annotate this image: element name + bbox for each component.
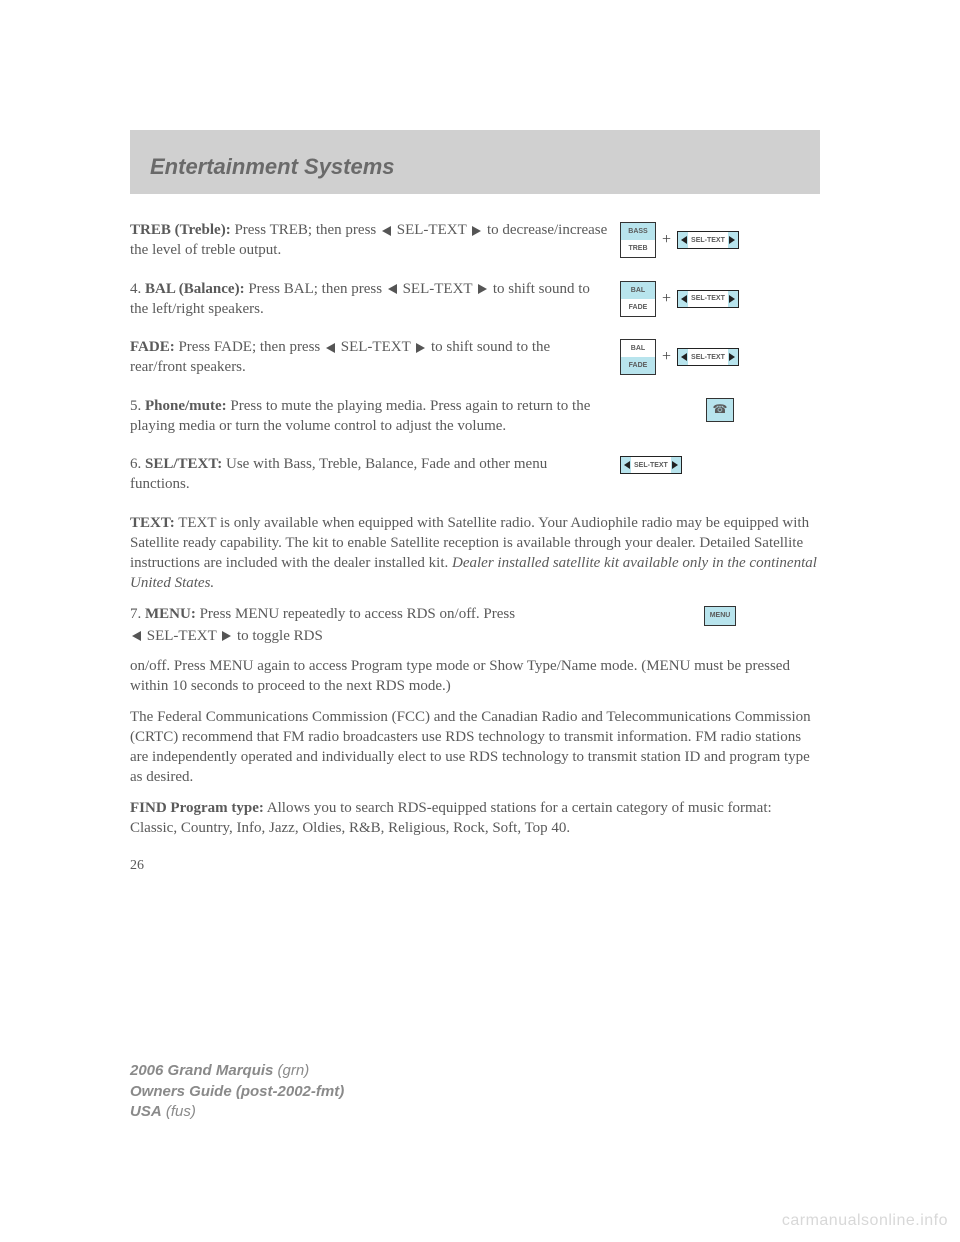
fade-half: FADE xyxy=(621,357,655,374)
phone-label: Phone/mute: xyxy=(145,398,227,414)
bal-num: 4. xyxy=(130,281,145,297)
treb-button-group: BASS TREB + SEL-TEXT xyxy=(620,222,739,258)
seltext-label: SEL-TEXT xyxy=(688,237,728,244)
phone-mute-button[interactable]: ☎ xyxy=(706,398,734,422)
seltext-label: SEL-TEXT xyxy=(631,462,671,469)
bal-t1: Press BAL; then press xyxy=(245,281,383,297)
right-triangle-icon xyxy=(472,226,481,236)
fcc-paragraph: The Federal Communications Commission (F… xyxy=(130,707,820,788)
bal-text: 4. BAL (Balance): Press BAL; then press … xyxy=(130,279,608,330)
section-fade: FADE: Press FADE; then press SEL-TEXT to… xyxy=(130,337,820,388)
section-phone: 5. Phone/mute: Press to mute the playing… xyxy=(130,396,820,447)
treb-half: TREB xyxy=(621,240,655,257)
text-label: TEXT: xyxy=(130,515,175,531)
plus-icon: + xyxy=(662,231,671,249)
seltext-label: SEL/TEXT: xyxy=(145,456,222,472)
right-triangle-icon xyxy=(222,631,231,641)
right-arrow-icon xyxy=(729,236,735,244)
left-triangle-icon xyxy=(326,343,335,353)
treb-text: TREB (Treble): Press TREB; then press SE… xyxy=(130,220,608,271)
fade-text: FADE: Press FADE; then press SEL-TEXT to… xyxy=(130,337,608,388)
section-treb: TREB (Treble): Press TREB; then press SE… xyxy=(130,220,820,271)
right-arrow-icon xyxy=(729,353,735,361)
section-seltext: 6. SEL/TEXT: Use with Bass, Treble, Bala… xyxy=(130,454,820,505)
fade-button-group: BAL FADE + SEL-TEXT xyxy=(620,339,739,375)
right-arrow-icon xyxy=(729,295,735,303)
phone-text: 5. Phone/mute: Press to mute the playing… xyxy=(130,396,608,447)
menu-seltext: SEL-TEXT xyxy=(147,628,217,644)
section-menu: 7. MENU: Press MENU repeatedly to access… xyxy=(130,604,820,649)
footer-model: 2006 Grand Marquis xyxy=(130,1062,273,1079)
menu-num: 7. xyxy=(130,606,145,622)
footer: 2006 Grand Marquis (grn) Owners Guide (p… xyxy=(130,1061,344,1122)
phone-num: 5. xyxy=(130,398,145,414)
page-number: 26 xyxy=(130,858,820,874)
left-arrow-icon xyxy=(681,236,687,244)
seltext-label: SEL-TEXT xyxy=(688,354,728,361)
bal-seltext: SEL-TEXT xyxy=(403,281,473,297)
menu-t2: to toggle RDS xyxy=(237,628,323,644)
header-bar: Entertainment Systems xyxy=(130,130,820,194)
left-arrow-icon xyxy=(681,295,687,303)
treb-seltext: SEL-TEXT xyxy=(397,222,467,238)
menu-label: MENU: xyxy=(145,606,196,622)
fade-half: FADE xyxy=(621,299,655,316)
fade-seltext: SEL-TEXT xyxy=(341,339,411,355)
text-paragraph: TEXT: TEXT is only available when equipp… xyxy=(130,513,820,594)
left-triangle-icon xyxy=(382,226,391,236)
left-arrow-icon xyxy=(624,461,630,469)
bal-button-group: BAL FADE + SEL-TEXT xyxy=(620,281,739,317)
menu-t1: Press MENU repeatedly to access RDS on/o… xyxy=(196,606,515,622)
bass-treb-button[interactable]: BASS TREB xyxy=(620,222,656,258)
watermark: carmanualsonline.info xyxy=(782,1212,948,1230)
bal-half: BAL xyxy=(621,340,655,357)
footer-guide: Owners Guide (post-2002-fmt) xyxy=(130,1083,344,1100)
menu-button[interactable]: MENU xyxy=(704,606,736,626)
seltext-button[interactable]: SEL-TEXT xyxy=(620,456,682,474)
seltext-text: 6. SEL/TEXT: Use with Bass, Treble, Bala… xyxy=(130,454,608,505)
right-arrow-icon xyxy=(672,461,678,469)
menu-t3: on/off. Press MENU again to access Progr… xyxy=(130,656,820,697)
bal-fade-button[interactable]: BAL FADE xyxy=(620,339,656,375)
treb-t1: Press TREB; then press xyxy=(231,222,377,238)
fade-t1: Press FADE; then press xyxy=(175,339,321,355)
treb-label: TREB (Treble): xyxy=(130,222,231,238)
left-triangle-icon xyxy=(132,631,141,641)
find-label: FIND Program type: xyxy=(130,800,264,816)
find-paragraph: FIND Program type: Allows you to search … xyxy=(130,798,820,839)
seltext-button[interactable]: SEL-TEXT xyxy=(677,348,739,366)
phone-icon: ☎ xyxy=(713,402,728,417)
seltext-button[interactable]: SEL-TEXT xyxy=(677,231,739,249)
page-title: Entertainment Systems xyxy=(150,154,800,180)
right-triangle-icon xyxy=(416,343,425,353)
bal-half: BAL xyxy=(621,282,655,299)
bal-fade-button[interactable]: BAL FADE xyxy=(620,281,656,317)
left-arrow-icon xyxy=(681,353,687,361)
footer-region: USA xyxy=(130,1103,162,1120)
seltext-label: SEL-TEXT xyxy=(688,295,728,302)
menu-btn-label: MENU xyxy=(710,612,731,619)
seltext-button[interactable]: SEL-TEXT xyxy=(677,290,739,308)
left-triangle-icon xyxy=(388,284,397,294)
section-bal: 4. BAL (Balance): Press BAL; then press … xyxy=(130,279,820,330)
seltext-num: 6. xyxy=(130,456,145,472)
fade-label: FADE: xyxy=(130,339,175,355)
footer-code3: (fus) xyxy=(162,1103,196,1120)
right-triangle-icon xyxy=(478,284,487,294)
plus-icon: + xyxy=(662,348,671,366)
bal-label: BAL (Balance): xyxy=(145,281,245,297)
plus-icon: + xyxy=(662,290,671,308)
manual-page: Entertainment Systems TREB (Treble): Pre… xyxy=(0,0,960,874)
footer-code1: (grn) xyxy=(273,1062,309,1079)
menu-text: 7. MENU: Press MENU repeatedly to access… xyxy=(130,604,608,649)
bass-half: BASS xyxy=(621,223,655,240)
